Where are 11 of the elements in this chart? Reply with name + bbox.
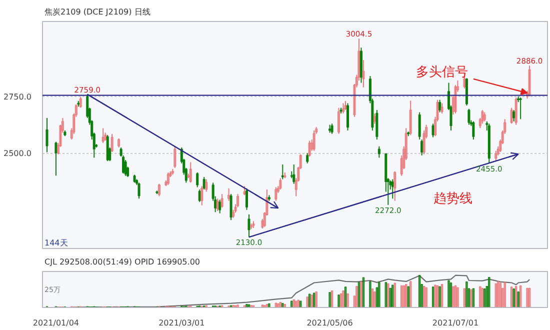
y-tick-label: 2500.0 [4,149,32,158]
x-tick-label: 2021/03/01 [158,318,205,328]
x-tick-label: 2021/01/04 [32,318,80,328]
annotation: 趋势线 [434,192,473,207]
y-tick-label: 2750.0 [4,92,32,102]
annotation: 多头信号 [416,65,468,80]
chart-title: 焦炭2109 (DCE J2109) 日线 [44,8,150,16]
x-tick-label: 2021/05/06 [306,318,353,328]
x-tick-label: 2021/07/01 [432,318,479,328]
chart-title: CJL 292508.00(51:49) OPID 169905.00 [44,258,200,266]
annotation: 144天 [44,238,68,248]
